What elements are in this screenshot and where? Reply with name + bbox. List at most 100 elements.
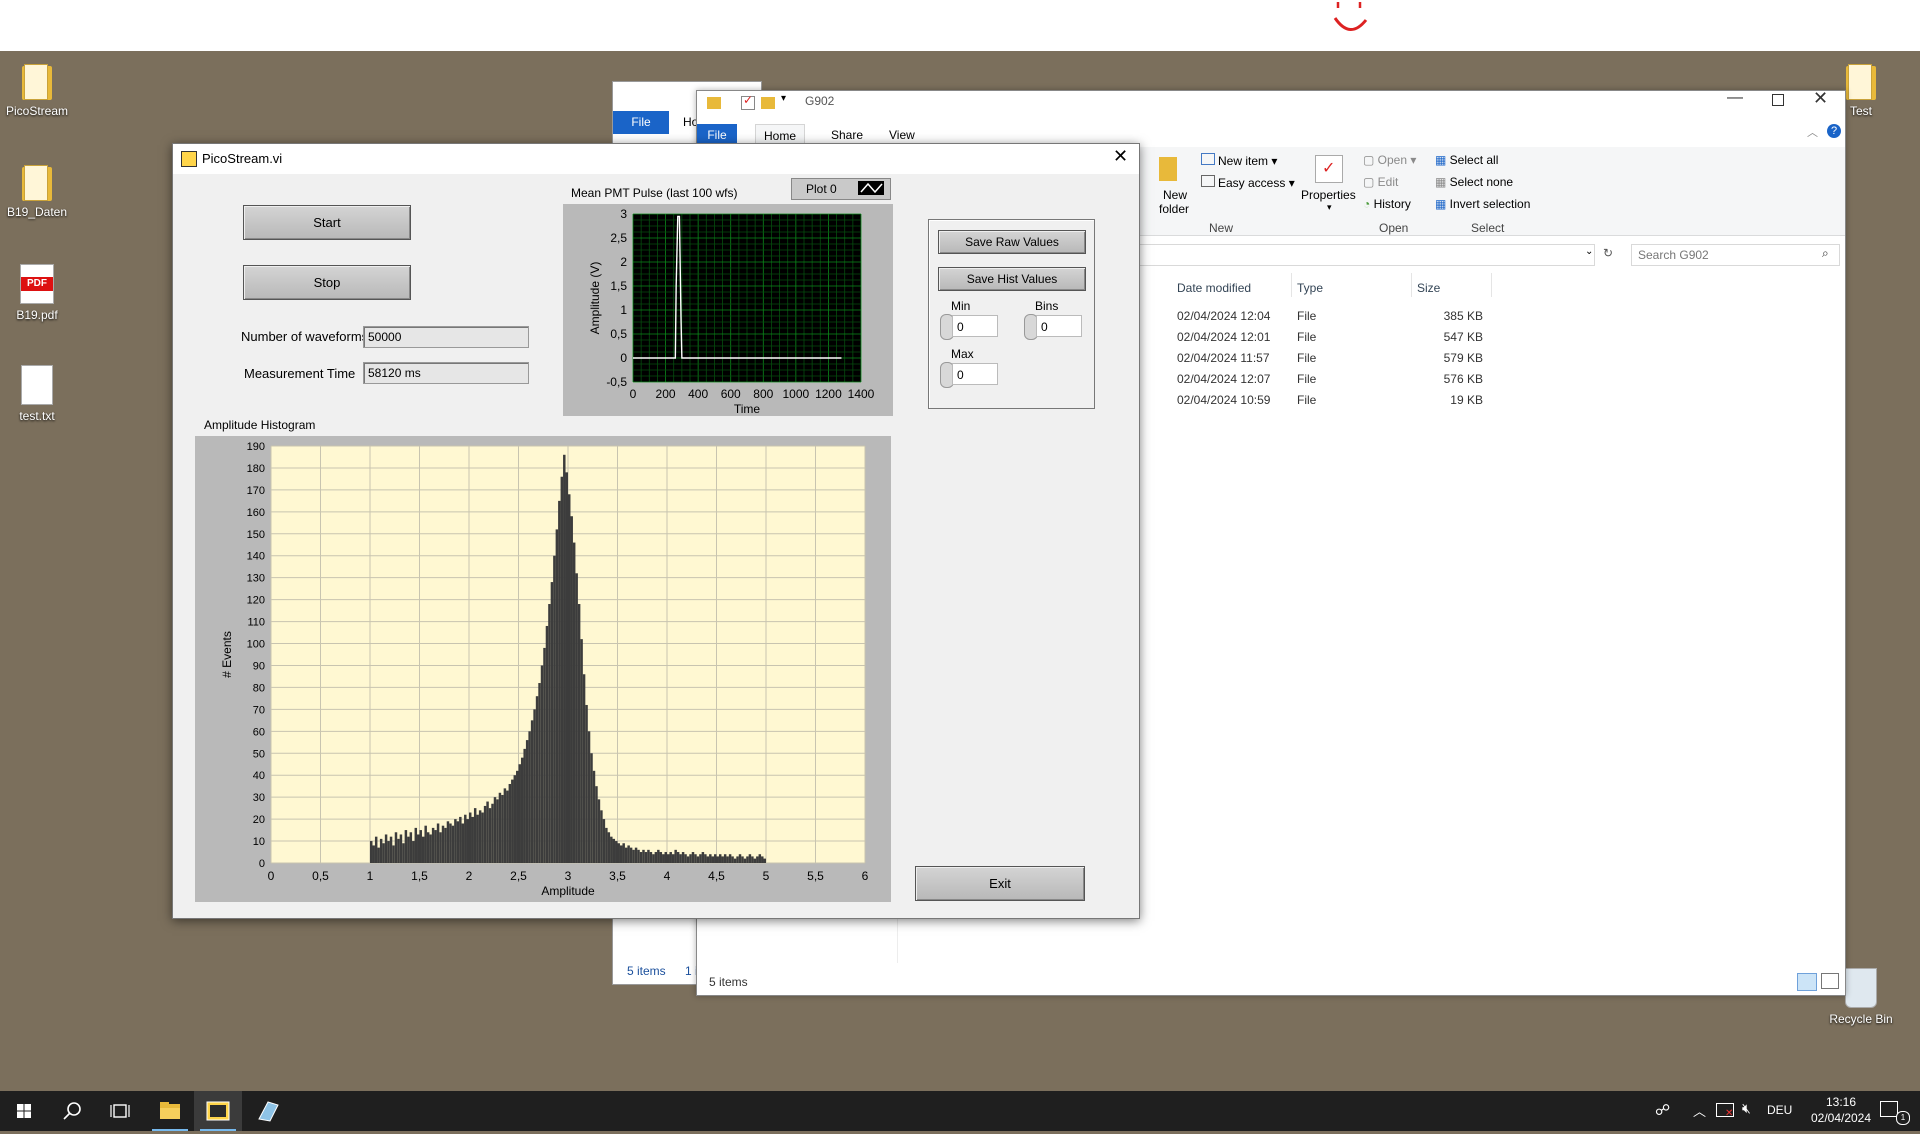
max-input[interactable]: 0 [952,363,998,385]
histogram-bar [439,832,442,863]
save-panel [928,219,1095,409]
x-tick-label: 1 [367,869,374,883]
histogram-bar [560,476,564,863]
desktop-icon-b19-pdf[interactable]: PDF B19.pdf [0,264,82,322]
desktop-icon-test-folder[interactable]: Test [1816,62,1906,118]
histogram-bar [664,852,667,863]
desktop-icon-test-txt[interactable]: test.txt [0,365,82,423]
new-folder-icon[interactable] [761,97,775,109]
column-size[interactable]: Size [1417,281,1441,295]
start-icon[interactable] [0,1091,48,1131]
notifications-icon[interactable] [1880,1101,1898,1117]
tab-file[interactable]: File [697,124,737,146]
edit-button[interactable]: ▢ Edit [1363,175,1399,189]
desktop-icon-picostream[interactable]: PicoStream [0,62,82,118]
open-button[interactable]: ▢ Open ▾ [1363,153,1417,167]
stop-button[interactable]: Stop [243,265,411,300]
close-icon[interactable]: ✕ [1113,146,1129,166]
save-hist-values-button[interactable]: Save Hist Values [938,267,1086,291]
max-control[interactable]: 0 [940,362,1000,388]
easy-access-icon [1201,175,1215,187]
histogram-bar [716,856,719,863]
new-folder-large-icon[interactable] [1159,157,1177,181]
people-icon[interactable]: ☍ [1655,1102,1671,1119]
bins-input[interactable]: 0 [1036,315,1082,337]
bins-control[interactable]: 0 [1024,314,1084,340]
file-explorer-taskbar-icon[interactable] [146,1091,194,1131]
num-waveforms-field[interactable]: 50000 [363,326,529,348]
easy-access-button[interactable]: Easy access ▾ [1201,175,1295,190]
show-hidden-icons-icon[interactable]: ︿ [1693,1104,1707,1119]
new-folder-label-2[interactable]: folder [1159,202,1190,216]
properties-button[interactable]: Properties [1301,188,1356,202]
large-icons-view-icon[interactable] [1821,973,1839,989]
history-button[interactable]: ◔ History [1363,197,1411,211]
search-input[interactable]: Search G902 [1638,248,1709,262]
collapse-ribbon-icon[interactable]: ︿ [1807,127,1818,139]
histogram-bar [644,852,648,863]
histogram-bar [384,834,388,863]
search-box[interactable]: Search G902 ⌕ [1631,244,1840,266]
input-language[interactable]: DEU [1767,1103,1793,1117]
properties-dropdown-icon[interactable]: ▾ [1327,202,1332,212]
new-item-button[interactable]: New item ▾ [1201,153,1277,168]
properties-icon[interactable]: ✓ [1315,155,1343,183]
network-icon[interactable]: ✕ [1716,1103,1734,1119]
volume-muted-icon[interactable]: 🔇︎ [1742,1100,1751,1116]
quick-access-dropdown-icon[interactable]: ▾ [781,93,787,104]
close-icon[interactable]: ✕ [1813,88,1829,108]
minimize-icon[interactable]: — [1727,89,1743,106]
select-none-button[interactable]: ▦ Select none [1435,175,1514,189]
histogram-bar [491,803,494,863]
help-icon[interactable]: ? [1827,124,1841,138]
desktop-icon-b19-daten[interactable]: B19_Daten [0,163,82,219]
labview-window[interactable]: PicoStream.vi ✕ Start Stop Number of wav… [172,143,1140,919]
column-date-modified[interactable]: Date modified [1177,281,1252,295]
histogram-bar [756,856,759,863]
select-all-icon: ▦ [1435,153,1450,167]
column-type[interactable]: Type [1297,281,1324,295]
address-bar[interactable] [1133,244,1595,266]
maximize-icon[interactable] [1772,94,1784,106]
save-raw-values-button[interactable]: Save Raw Values [938,230,1086,254]
tab-view[interactable]: View [889,128,915,142]
tab-share[interactable]: Share [831,128,864,142]
y-tick-label: 70 [253,704,265,716]
measurement-time-field[interactable]: 58120 ms [363,362,529,384]
y-tick-label: 90 [253,660,265,672]
file-tab[interactable]: File [613,111,669,134]
desktop-icon-recycle-bin[interactable]: Recycle Bin [1816,968,1906,1026]
x-axis-label: Amplitude [541,884,595,898]
exit-button[interactable]: Exit [915,866,1085,901]
app-taskbar-icon[interactable] [244,1091,292,1131]
y-tick-label: 190 [247,441,265,453]
home-tab[interactable]: Ho [683,115,699,129]
clock[interactable]: 13:16 02/04/2024 [1810,1095,1872,1125]
search-icon[interactable] [48,1091,96,1131]
search-icon[interactable]: ⌕ [1822,246,1829,260]
new-folder-label-1[interactable]: New [1163,188,1188,202]
histogram-bar [483,805,487,863]
address-dropdown-icon[interactable]: ⌄ [1585,246,1594,257]
histogram-bar [691,852,695,863]
details-view-icon[interactable] [1797,973,1817,991]
min-input[interactable]: 0 [952,315,998,337]
histogram-bar [446,821,450,863]
desktop-icon-label: Recycle Bin [1829,1012,1893,1026]
select-all-button[interactable]: ▦ Select all [1435,153,1499,167]
invert-selection-button[interactable]: ▦ Invert selection [1435,197,1531,211]
properties-check-icon[interactable]: ✓ [741,93,755,110]
histogram-bar [689,854,692,863]
plot-legend[interactable]: Plot 0 [791,178,891,200]
histogram-bar [451,825,455,863]
tab-home[interactable]: Home [755,124,806,147]
refresh-icon[interactable]: ↻ [1603,246,1614,260]
labview-taskbar-icon[interactable] [194,1091,242,1131]
histogram-bar [471,816,474,863]
min-control[interactable]: 0 [940,314,1000,340]
histogram-bar [605,827,608,863]
task-view-icon[interactable] [96,1091,144,1131]
histogram-bar [424,825,427,863]
y-tick-label: 20 [253,814,265,826]
start-button[interactable]: Start [243,205,411,240]
